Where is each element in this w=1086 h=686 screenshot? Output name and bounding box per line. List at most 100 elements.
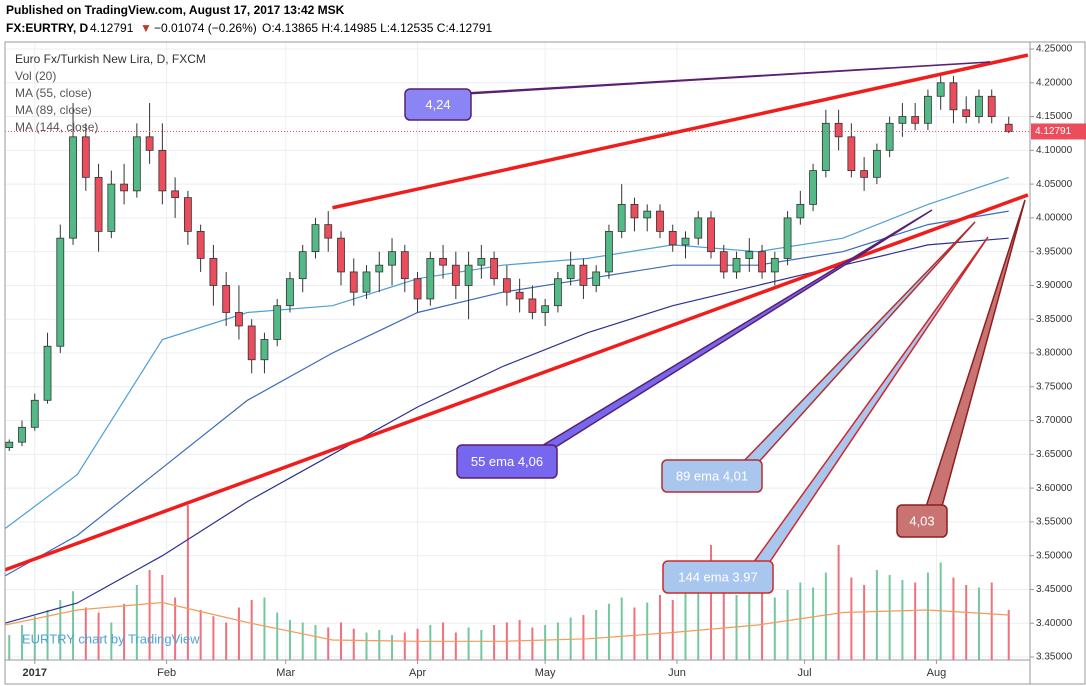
y-tick-label: 3.80000 <box>1036 348 1073 359</box>
volume-bar <box>620 597 623 660</box>
volume-bar <box>952 577 955 660</box>
volume-bar <box>186 505 189 660</box>
candle-body <box>5 441 14 448</box>
candle-body <box>439 258 447 266</box>
candle-body <box>924 95 932 124</box>
volume-bar <box>710 545 713 660</box>
change: −0.01074 (−0.26%) <box>154 21 257 35</box>
volume-bar <box>403 632 406 660</box>
last-price-box <box>1031 123 1086 140</box>
y-tick-label: 3.90000 <box>1036 280 1073 291</box>
volume-bar <box>199 610 202 660</box>
candle-body <box>158 149 167 192</box>
volume-bar <box>429 625 432 660</box>
volume-bar <box>531 627 534 660</box>
candle-body <box>860 170 869 178</box>
y-tick-label: 3.40000 <box>1036 618 1073 629</box>
x-tick-label: Jul <box>798 667 812 679</box>
candle-body <box>209 258 218 286</box>
candle-body <box>962 109 971 117</box>
y-tick-label: 3.65000 <box>1036 449 1073 460</box>
price: 4.12791 <box>90 21 134 35</box>
candle-body <box>388 251 396 266</box>
volume-bar <box>263 597 266 660</box>
candle-body <box>719 251 728 273</box>
candle-body <box>528 298 537 313</box>
y-tick-label: 3.85000 <box>1036 314 1073 325</box>
x-tick-label: Feb <box>157 667 176 679</box>
candle-body <box>502 278 511 293</box>
volume-bar <box>33 616 36 660</box>
candle-body <box>375 264 384 273</box>
y-tick-label: 3.50000 <box>1036 550 1073 561</box>
candle-body <box>834 122 843 138</box>
volume-bar <box>671 600 674 660</box>
candle-body <box>286 278 294 307</box>
volume-bar <box>556 622 559 660</box>
candle-body <box>196 230 205 259</box>
candle-body <box>81 136 90 178</box>
candle-body <box>464 264 473 286</box>
candle-body <box>145 136 154 151</box>
volume-bar <box>965 585 968 660</box>
y-tick-label: 3.95000 <box>1036 246 1073 257</box>
candle-body <box>936 82 945 97</box>
candle-body <box>477 258 486 266</box>
x-tick-label: Apr <box>409 667 426 679</box>
y-tick-label: 4.05000 <box>1036 179 1073 190</box>
candle-body <box>56 237 65 347</box>
watermark: EURTRY chart by TradingView <box>22 631 200 646</box>
candle-body <box>94 176 103 232</box>
candle-body <box>69 136 77 239</box>
volume-bar <box>327 627 330 660</box>
volume-bar <box>59 600 62 660</box>
candle-body <box>107 183 116 232</box>
volume-bar <box>799 582 802 660</box>
volume-bar <box>901 580 904 660</box>
volume-bar <box>135 585 138 660</box>
candle-body <box>298 251 307 280</box>
y-tick-label: 3.35000 <box>1036 652 1073 663</box>
volume-bar <box>352 628 355 660</box>
volume-bar <box>888 575 891 660</box>
candle-body <box>120 183 128 192</box>
volume-bar <box>467 627 470 660</box>
volume-bar <box>314 625 317 660</box>
volume-bar <box>684 591 687 660</box>
candle-body <box>643 210 652 219</box>
candle-body <box>770 258 779 273</box>
candle-body <box>235 312 243 327</box>
volume-bar <box>837 545 840 660</box>
candle-body <box>451 264 460 286</box>
candle-body <box>554 278 562 307</box>
candle-body <box>975 95 983 117</box>
y-tick-label: 3.45000 <box>1036 584 1073 595</box>
candle-body <box>490 258 499 280</box>
y-tick-label: 3.75000 <box>1036 381 1073 392</box>
candle-body <box>579 264 588 286</box>
candle-body <box>809 170 817 205</box>
candle-body <box>132 136 141 192</box>
candle-body <box>1004 123 1013 132</box>
volume-bar <box>148 570 151 660</box>
volume-bar <box>658 595 661 660</box>
candle-body <box>745 251 754 259</box>
candle-body <box>171 190 180 199</box>
candle-body <box>821 122 830 171</box>
volume-bar <box>237 607 240 660</box>
y-tick-label: 3.55000 <box>1036 517 1073 528</box>
volume-bar <box>646 602 649 660</box>
legend-entry: MA (89, close) <box>15 103 92 117</box>
candle-body <box>183 197 192 232</box>
callout-text: 144 ema 3.97 <box>678 569 758 584</box>
y-tick-label: 4.25000 <box>1036 44 1073 55</box>
volume-bar <box>824 572 827 660</box>
candle-body <box>898 116 907 124</box>
volume-bar <box>607 603 610 660</box>
volume-bar <box>735 595 738 660</box>
volume-bar <box>161 575 164 660</box>
candle-body <box>617 203 626 232</box>
volume-bar <box>21 625 24 660</box>
volume-bar <box>84 607 87 660</box>
volume-bar <box>595 610 598 660</box>
